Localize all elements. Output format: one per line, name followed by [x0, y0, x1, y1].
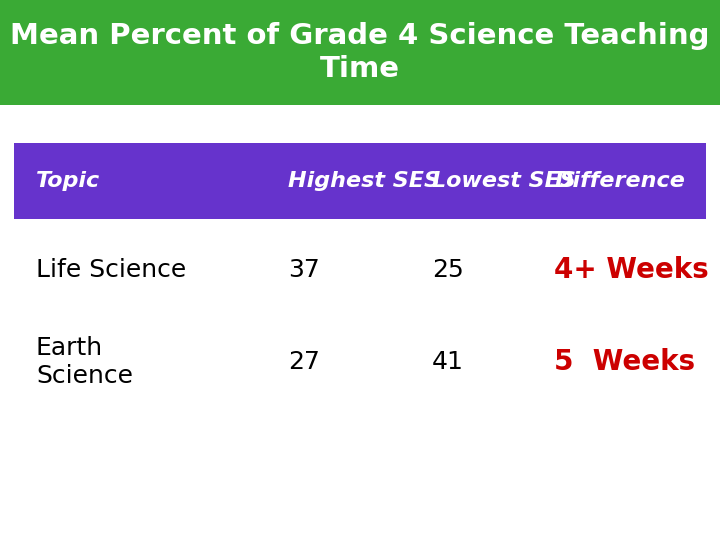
Text: 37: 37 [288, 258, 320, 282]
Text: Lowest SES: Lowest SES [432, 171, 576, 191]
Text: Difference: Difference [554, 171, 685, 191]
Text: Topic: Topic [36, 171, 100, 191]
Text: Earth
Science: Earth Science [36, 336, 133, 388]
Text: Life Science: Life Science [36, 258, 186, 282]
Text: 41: 41 [432, 350, 464, 374]
Text: Highest SES: Highest SES [288, 171, 440, 191]
Bar [14, 143, 706, 219]
Text: Mean Percent of Grade 4 Science Teaching
Time: Mean Percent of Grade 4 Science Teaching… [10, 23, 710, 83]
Bar [0, 0, 720, 105]
Text: 4+ Weeks: 4+ Weeks [554, 256, 709, 284]
Text: 27: 27 [288, 350, 320, 374]
Text: 5  Weeks: 5 Weeks [554, 348, 696, 376]
Text: 25: 25 [432, 258, 464, 282]
